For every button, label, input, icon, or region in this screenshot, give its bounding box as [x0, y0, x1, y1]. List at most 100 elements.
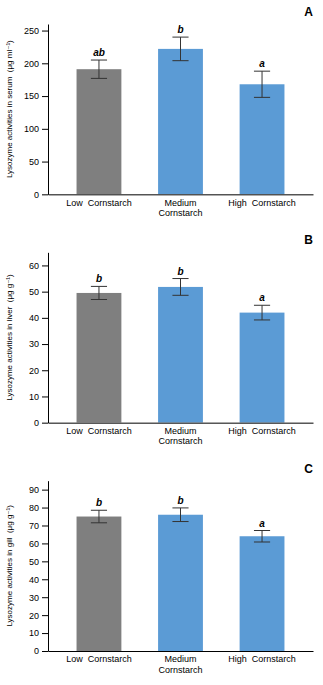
tick-mark [42, 318, 48, 319]
tick: 250 [24, 26, 48, 36]
tick: 50 [29, 557, 48, 567]
tick: 10 [29, 392, 48, 402]
tick-label: 10 [29, 392, 39, 402]
tick-label: MediumCornstarch [158, 198, 202, 218]
bar [77, 69, 122, 194]
bar [77, 293, 122, 423]
tick-mark [42, 344, 48, 345]
tick-label: MediumCornstarch [158, 654, 202, 674]
tick-mark [42, 525, 48, 526]
annotations: bba [96, 266, 265, 304]
tick-mark [42, 194, 48, 195]
error-bar-cap [172, 278, 188, 279]
tick-label: MediumCornstarch [158, 426, 202, 446]
tick-mark [42, 597, 48, 598]
tick: High Cornstarch [228, 426, 296, 436]
tick: 20 [29, 366, 48, 376]
plot-area [77, 37, 285, 194]
bar [158, 49, 203, 194]
y-axis-label: Lysozyme activities in gill (μg g⁻¹) [5, 505, 14, 627]
panel-label: C [304, 462, 313, 476]
significance-label: a [259, 518, 265, 529]
axis-line [49, 423, 314, 424]
tick-mark [42, 490, 48, 491]
tick: 0 [34, 646, 48, 656]
panel: bba0102030405060708090Low CornstarchMedi… [5, 462, 314, 675]
error-bar-stem [262, 531, 263, 542]
tick: 60 [29, 261, 48, 271]
tick: 100 [24, 124, 48, 134]
tick: Low Cornstarch [66, 198, 132, 208]
tick: Low Cornstarch [66, 654, 132, 664]
tick-label: 10 [29, 628, 39, 638]
significance-label: b [177, 24, 183, 35]
tick-label: 0 [34, 190, 39, 200]
error-bar-cap [91, 299, 107, 300]
tick: 70 [29, 521, 48, 531]
tick-label-line: Low Cornstarch [66, 426, 132, 436]
tick-label-line: Medium [164, 198, 196, 208]
tick: MediumCornstarch [158, 426, 202, 446]
tick-label-line: Low Cornstarch [66, 654, 132, 664]
tick-label: 40 [29, 313, 39, 323]
tick-mark [42, 561, 48, 562]
tick: High Cornstarch [228, 654, 296, 664]
tick-label-line: Medium [164, 654, 196, 664]
error-bar-stem [180, 37, 181, 61]
bar [240, 84, 285, 194]
tick-label: 0 [34, 418, 39, 428]
significance-label: a [259, 292, 265, 303]
significance-label: b [177, 495, 183, 506]
tick-label: 40 [29, 575, 39, 585]
tick-label-line: High Cornstarch [228, 426, 296, 436]
y-axis-label: Lysozyme activities in liver (μg g⁻¹) [5, 274, 14, 401]
tick-label: 20 [29, 366, 39, 376]
y-axis: 0102030405060708090 [29, 481, 49, 656]
tick-label-line: Low Cornstarch [66, 198, 132, 208]
significance-label: b [96, 273, 102, 284]
plot-area [77, 508, 285, 651]
axis-line [48, 25, 49, 195]
tick: MediumCornstarch [158, 198, 202, 218]
error-bar [91, 510, 107, 523]
tick-label-line: High Cornstarch [228, 654, 296, 664]
tick-label: 50 [29, 287, 39, 297]
error-bar-cap [91, 522, 107, 523]
error-bar [91, 60, 107, 78]
error-bar [254, 531, 270, 542]
tick-label: 70 [29, 521, 39, 531]
tick-label-line: Cornstarch [158, 208, 202, 218]
panel-label: A [304, 5, 313, 19]
tick-label: 50 [29, 557, 39, 567]
error-bar-cap [254, 305, 270, 306]
bar [240, 536, 285, 651]
tick-label: Low Cornstarch [66, 198, 132, 208]
tick: MediumCornstarch [158, 654, 202, 674]
error-bar-cap [254, 541, 270, 542]
tick-label: 30 [29, 593, 39, 603]
bar [158, 287, 203, 423]
y-axis: 0 10 20 30 40 50 60 [29, 253, 49, 428]
tick-mark [42, 633, 48, 634]
chart-svg: abba050100150200250Low CornstarchMediumC… [0, 0, 323, 685]
tick-mark [42, 96, 48, 97]
tick: High Cornstarch [228, 198, 296, 208]
significance-label: a [259, 58, 265, 69]
tick-label: 30 [29, 339, 39, 349]
x-axis: Low Cornstarch MediumCornstarch High Corns… [49, 652, 314, 675]
tick-mark [42, 543, 48, 544]
error-bar [254, 305, 270, 320]
tick-mark [42, 370, 48, 371]
annotations: abba [93, 24, 265, 69]
annotations: bba [96, 495, 265, 529]
tick-mark [42, 423, 48, 424]
bar [158, 515, 203, 651]
tick-mark [42, 31, 48, 32]
panel: abba050100150200250Low CornstarchMediumC… [5, 5, 314, 218]
error-bar [172, 279, 188, 296]
error-bar-stem [180, 508, 181, 522]
tick-label: 250 [24, 26, 39, 36]
tick: 60 [29, 539, 48, 549]
panel-label: B [304, 233, 313, 247]
error-bar-stem [262, 71, 263, 97]
